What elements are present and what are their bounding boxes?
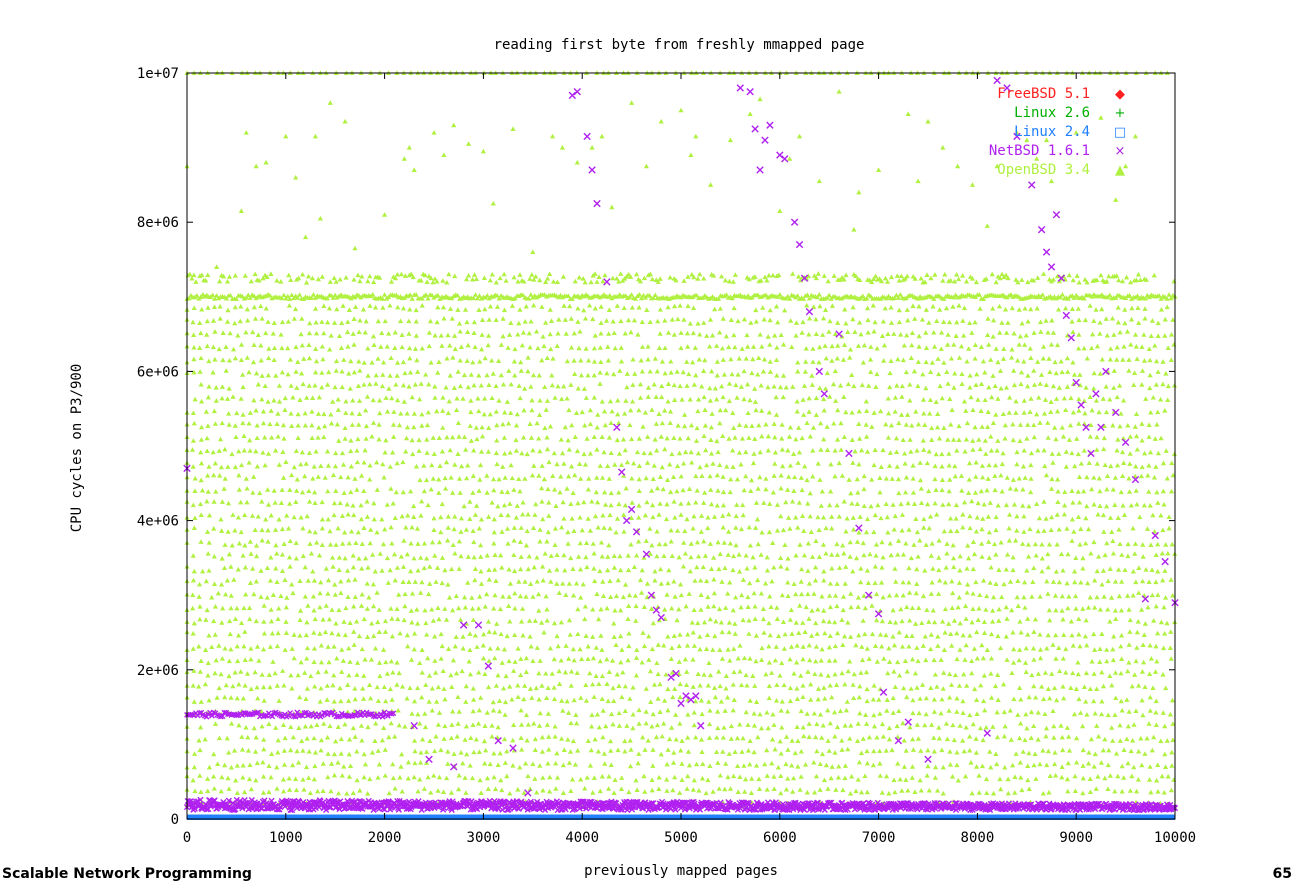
y-axis-label: CPU cycles on P3/900 (69, 364, 85, 533)
x-tick-label: 6000 (763, 830, 797, 846)
x-tick-label: 8000 (961, 830, 995, 846)
series-openbsd (184, 70, 1178, 809)
x-tick-label: 10000 (1154, 830, 1196, 846)
plot-points (183, 70, 1179, 820)
legend-label: OpenBSD 3.4 (997, 162, 1090, 178)
legend-label: NetBSD 1.6.1 (989, 143, 1090, 159)
y-tick-label: 1e+07 (137, 66, 179, 82)
axis-ticks: 0 1000 2000 3000 4000 5000 6000 7000 8000 9000 100… (137, 66, 1196, 846)
legend-marker: × (1115, 144, 1126, 159)
x-axis-label: previously mapped pages (584, 863, 778, 879)
y-tick-label: 2e+06 (137, 663, 179, 679)
y-tick-label: 6e+06 (137, 364, 179, 380)
x-tick-label: 2000 (368, 830, 402, 846)
series-netbsd (183, 76, 1179, 814)
y-tick-label: 8e+06 (137, 215, 179, 231)
legend-marker: □ (1114, 125, 1126, 140)
x-tick-label: 0 (183, 830, 191, 846)
legend-label: FreeBSD 5.1 (997, 86, 1090, 102)
x-tick-label: 7000 (862, 830, 896, 846)
x-tick-label: 9000 (1059, 830, 1093, 846)
legend-label: Linux 2.4 (1014, 124, 1090, 140)
y-tick-label: 4e+06 (137, 514, 179, 530)
legend: FreeBSD 5.1 ◆ Linux 2.6 + Linux 2.4 □ NetBSD 1… (989, 86, 1126, 178)
chart-title: reading first byte from freshly mmapped … (494, 37, 865, 53)
x-tick-label: 4000 (565, 830, 599, 846)
footer-title: Scalable Network Programming (2, 866, 252, 882)
plot-frame (186, 72, 1176, 820)
y-tick-label: 0 (171, 812, 179, 828)
legend-marker: + (1115, 106, 1126, 121)
legend-label: Linux 2.6 (1014, 105, 1090, 121)
x-tick-label: 3000 (467, 830, 501, 846)
page-number: 65 (1272, 866, 1292, 882)
x-tick-label: 5000 (664, 830, 698, 846)
legend-marker: ◆ (1115, 87, 1125, 102)
x-tick-label: 1000 (269, 830, 303, 846)
legend-marker: ▲ (1115, 163, 1125, 178)
